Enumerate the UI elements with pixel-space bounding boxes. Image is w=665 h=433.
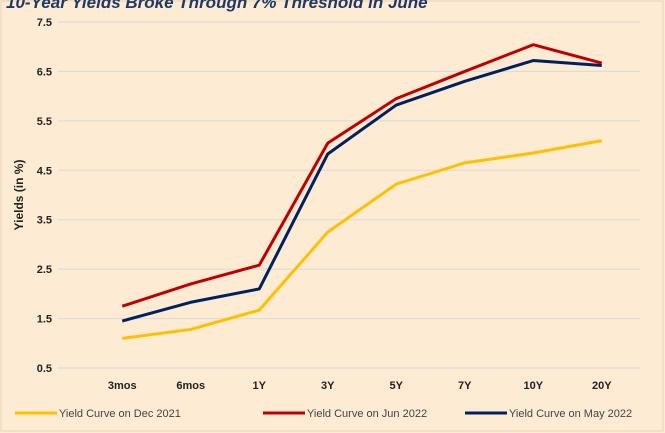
- x-tick-label: 3Y: [321, 380, 335, 392]
- y-axis-label: Yields (in %): [12, 160, 26, 231]
- x-tick-label: 20Y: [592, 380, 612, 392]
- chart-title: 10-Year Yields Broke Through 7% Threshol…: [6, 0, 428, 12]
- y-tick-label: 2.5: [37, 264, 52, 276]
- series-line: [122, 139, 603, 340]
- x-tick-label: 7Y: [458, 380, 472, 392]
- series-line: [121, 43, 603, 308]
- y-tick-label: 0.5: [37, 363, 52, 375]
- legend-label: Yield Curve on Jun 2022: [307, 408, 427, 420]
- x-tick-label: 6mos: [176, 380, 205, 392]
- y-tick-label: 4.5: [37, 165, 52, 177]
- x-tick-label: 10Y: [523, 380, 543, 392]
- series-line: [121, 59, 602, 323]
- legend-label: Yield Curve on Dec 2021: [59, 408, 181, 420]
- y-tick-label: 1.5: [37, 314, 52, 326]
- y-tick-label: 6.5: [37, 66, 52, 78]
- y-tick-label: 5.5: [37, 116, 52, 128]
- y-tick-label: 3.5: [37, 215, 52, 227]
- legend-label: Yield Curve on May 2022: [509, 408, 632, 420]
- x-tick-label: 5Y: [390, 380, 404, 392]
- x-tick-label: 1Y: [253, 380, 267, 392]
- y-tick-label: 7.5: [37, 17, 52, 29]
- x-tick-label: 3mos: [108, 380, 137, 392]
